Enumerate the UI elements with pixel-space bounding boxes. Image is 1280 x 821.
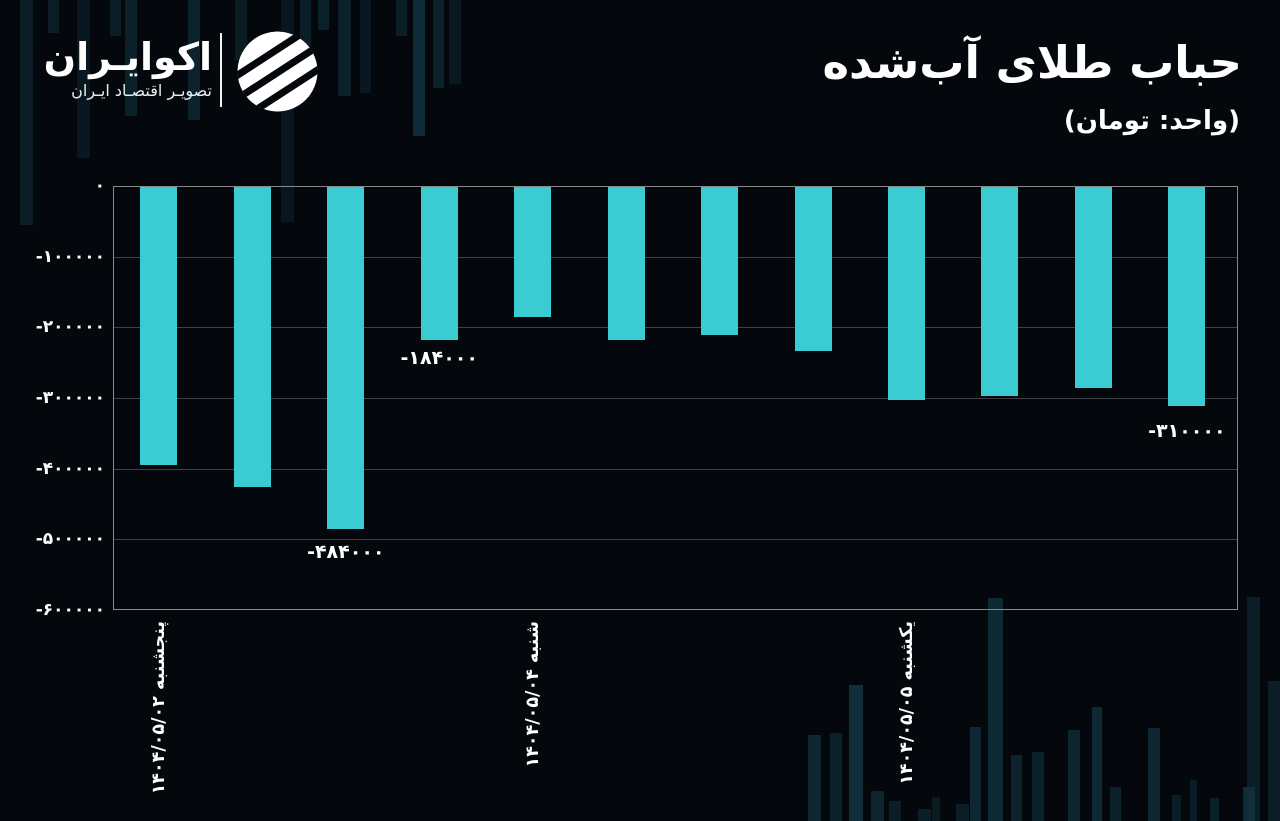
bar-value-label: -۱۸۴۰۰۰ bbox=[400, 347, 478, 370]
decor-bar bbox=[918, 809, 931, 821]
decor-bar bbox=[318, 0, 329, 30]
decor-bar bbox=[48, 0, 59, 33]
decor-bar bbox=[970, 727, 981, 821]
decor-bar bbox=[235, 0, 247, 60]
decor-bar bbox=[808, 735, 821, 821]
bar bbox=[233, 187, 271, 488]
bar bbox=[981, 187, 1019, 397]
decor-bar bbox=[188, 0, 200, 120]
decor-bar bbox=[932, 797, 940, 821]
bar bbox=[420, 187, 458, 341]
y-tick-label: -۳۰۰۰۰۰ bbox=[35, 388, 105, 408]
chart-unit-subtitle: (واحد: تومان) bbox=[1063, 106, 1240, 136]
decor-bar bbox=[1110, 787, 1121, 821]
decor-bar bbox=[1268, 681, 1280, 821]
decor-bar bbox=[830, 733, 842, 821]
bar bbox=[327, 187, 365, 529]
decor-bar bbox=[125, 0, 137, 116]
bar-chart-plot-area bbox=[113, 186, 1238, 610]
x-tick-label: پنجشنبه ۱۴۰۴/۰۵/۰۲ bbox=[148, 621, 169, 795]
brand-wordmark: اکوایـران تصویـر اقتصـاد ایـران bbox=[28, 36, 212, 102]
bar bbox=[607, 187, 645, 341]
bar bbox=[1168, 187, 1206, 407]
decor-bar bbox=[849, 685, 863, 821]
y-tick-label: -۲۰۰۰۰۰ bbox=[35, 317, 105, 338]
decor-bar bbox=[396, 0, 407, 36]
y-tick-label: ۰ bbox=[94, 176, 105, 196]
decor-bar bbox=[433, 0, 444, 88]
brand-tagline: تصویـر اقتصـاد ایـران bbox=[71, 81, 212, 100]
brand-name: اکوایـران bbox=[43, 35, 212, 79]
decor-bar bbox=[1247, 597, 1260, 821]
ecoiran-logo-icon bbox=[237, 31, 318, 112]
decor-bar bbox=[1011, 755, 1022, 821]
x-tick-label: یکشنبه ۱۴۰۴/۰۵/۰۵ bbox=[896, 621, 917, 785]
decor-bar bbox=[1210, 798, 1219, 821]
decor-bar bbox=[1092, 707, 1102, 821]
grid-line bbox=[114, 539, 1237, 541]
decor-bar bbox=[1190, 780, 1197, 821]
decor-bar bbox=[956, 804, 969, 821]
grid-line bbox=[114, 327, 1237, 329]
decor-bar bbox=[1032, 752, 1044, 821]
brand-divider bbox=[220, 33, 222, 107]
bar bbox=[888, 187, 925, 401]
decor-bar bbox=[110, 0, 121, 36]
decor-bar bbox=[360, 0, 371, 93]
decor-bar bbox=[1148, 728, 1160, 821]
bar bbox=[514, 187, 552, 317]
decor-bar bbox=[1172, 795, 1181, 821]
grid-line bbox=[114, 468, 1237, 470]
decor-bar bbox=[20, 0, 33, 225]
bar bbox=[794, 187, 832, 351]
bar-value-label: -۴۸۴۰۰۰ bbox=[307, 541, 385, 564]
decor-bar bbox=[77, 0, 90, 158]
y-tick-label: -۴۰۰۰۰۰ bbox=[35, 458, 105, 479]
bar-value-label: -۳۱۰۰۰۰ bbox=[1148, 420, 1226, 443]
decor-bar bbox=[871, 791, 884, 821]
y-tick-label: -۵۰۰۰۰۰ bbox=[35, 529, 105, 550]
decor-bar bbox=[889, 801, 901, 821]
decor-bar bbox=[1068, 730, 1080, 821]
decor-bar bbox=[449, 0, 461, 84]
chart-title: حباب طلای آب‌شده bbox=[822, 36, 1242, 89]
y-tick-label: -۶۰۰۰۰۰ bbox=[35, 600, 105, 620]
bar bbox=[701, 187, 739, 336]
decor-bar bbox=[413, 0, 425, 136]
bar bbox=[1074, 187, 1112, 388]
decor-bar bbox=[338, 0, 351, 96]
y-tick-label: -۱۰۰۰۰۰ bbox=[35, 246, 105, 267]
grid-line bbox=[114, 398, 1237, 399]
x-tick-label: شنبه ۱۴۰۴/۰۵/۰۴ bbox=[522, 621, 543, 768]
grid-line bbox=[114, 256, 1237, 258]
decor-bar bbox=[988, 598, 1003, 821]
bar bbox=[140, 187, 178, 466]
